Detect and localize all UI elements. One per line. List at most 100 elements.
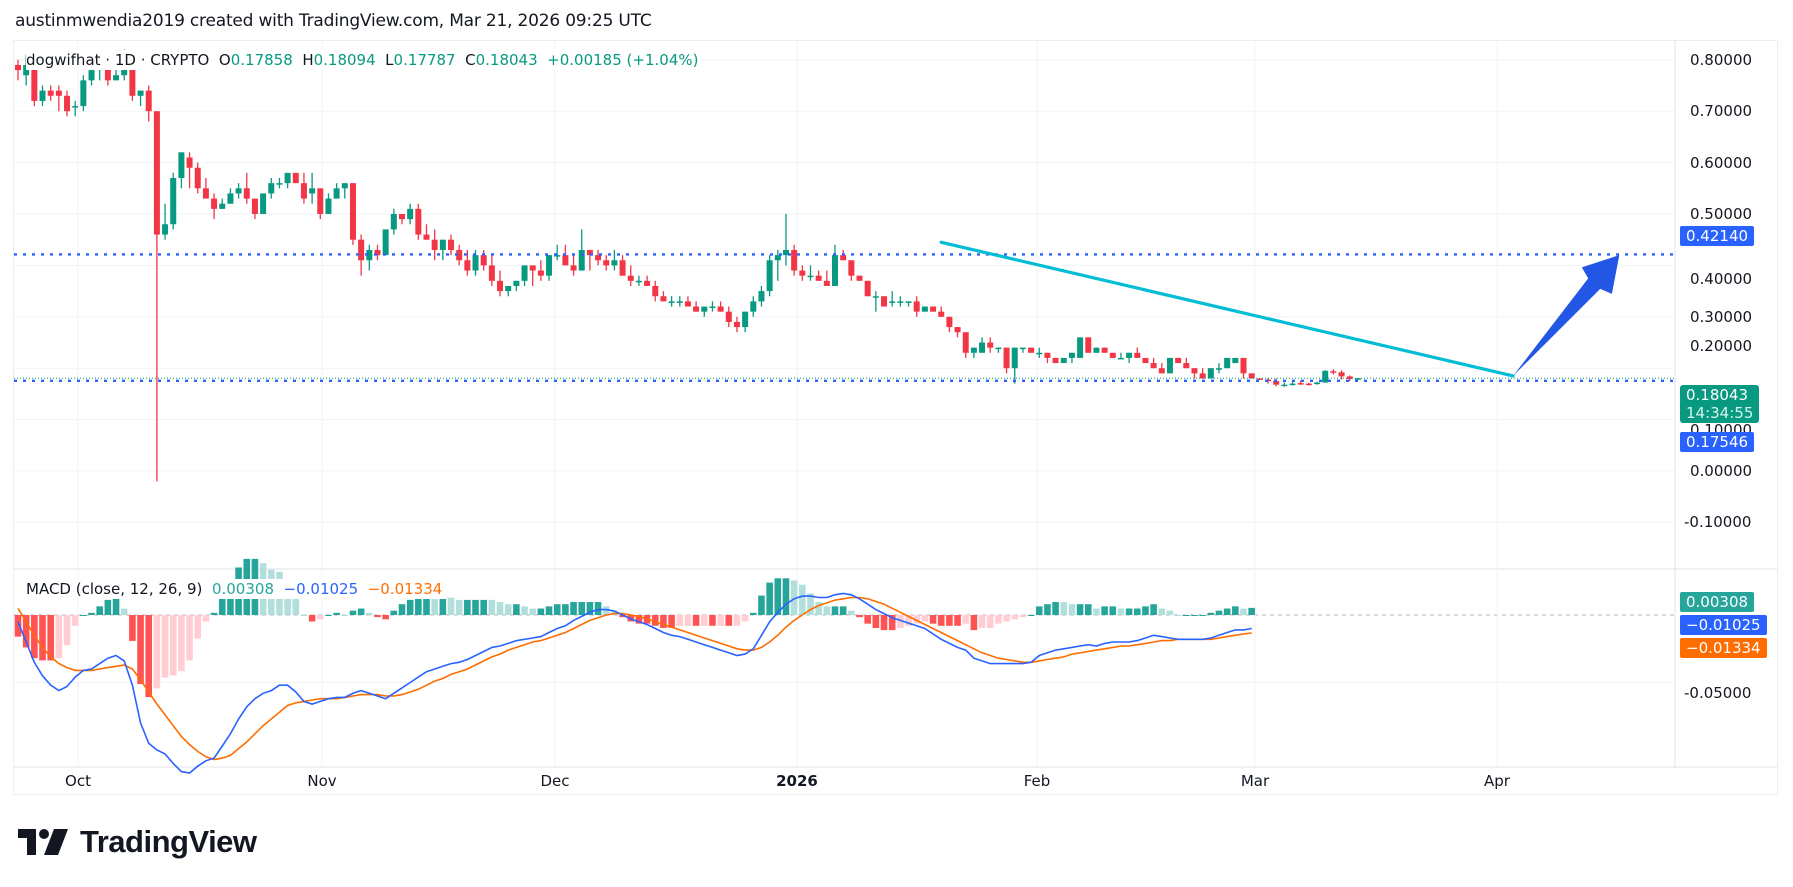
candle — [521, 265, 528, 286]
candle-body — [1068, 352, 1075, 358]
histogram-bar — [1158, 608, 1166, 615]
histogram-bar — [578, 602, 586, 615]
candle — [1142, 357, 1149, 364]
time-tick-label: Feb — [1023, 772, 1051, 790]
tradingview-logo[interactable]: TradingView — [18, 824, 257, 860]
histogram-bar — [455, 599, 463, 615]
candle-body — [881, 296, 888, 307]
histogram-bar — [366, 612, 373, 615]
candle — [243, 172, 250, 204]
histogram-bar — [872, 615, 880, 628]
histogram-bar — [55, 615, 63, 659]
histogram-bar — [447, 597, 455, 615]
histogram-bar — [750, 612, 757, 615]
candle — [1077, 337, 1084, 358]
candle-body — [684, 301, 691, 307]
histogram-bar — [758, 595, 765, 615]
histogram-bar — [799, 584, 806, 615]
histogram-bar — [218, 595, 226, 615]
candle-body — [1044, 352, 1051, 358]
candle-body — [358, 239, 365, 261]
candle-body — [480, 255, 487, 266]
time-tick-label: Apr — [1484, 772, 1510, 790]
candle-body — [317, 188, 324, 214]
change-value: +0.00185 (+1.04%) — [547, 51, 699, 69]
histogram-bar — [741, 615, 749, 622]
macd-hist-value: 0.00308 — [211, 580, 274, 598]
histogram-bar — [921, 615, 929, 622]
candle — [774, 249, 781, 281]
candle-body — [137, 90, 144, 96]
candle — [382, 229, 389, 256]
candle — [1150, 357, 1157, 369]
candle — [349, 183, 356, 245]
candle-body — [709, 306, 716, 309]
histogram-bar — [905, 615, 912, 626]
candle-body — [374, 249, 381, 256]
last-price: 0.18043 — [1686, 386, 1749, 404]
candle-body — [260, 193, 267, 214]
histogram-bar — [1166, 610, 1174, 615]
candle — [15, 59, 21, 81]
candle — [513, 280, 520, 292]
candle-body — [668, 301, 675, 303]
histogram-bar — [1183, 615, 1190, 616]
histogram-bar — [186, 615, 193, 661]
time-tick-label: Oct — [65, 772, 91, 790]
candle — [374, 244, 381, 261]
histogram-bar — [635, 615, 643, 624]
histogram-bar — [292, 597, 300, 615]
candle-body — [113, 75, 120, 81]
candle — [1093, 347, 1100, 353]
histogram-bar — [586, 602, 594, 615]
candle — [1215, 363, 1222, 374]
histogram-bar — [145, 615, 153, 698]
histogram-bar — [333, 612, 340, 615]
histogram-bar — [1232, 606, 1239, 615]
candle-body — [211, 198, 218, 209]
symbol-legend[interactable]: dogwifhat · 1D · CRYPTO O0.17858 H0.1809… — [26, 50, 703, 70]
histogram-bar — [521, 606, 528, 615]
candle — [799, 265, 806, 281]
macd-title[interactable]: MACD (close, 12, 26, 9) — [26, 580, 203, 598]
chart-frame — [13, 40, 1778, 795]
candle — [676, 296, 683, 307]
candle — [1101, 347, 1108, 353]
candle — [292, 172, 299, 184]
candle-body — [1101, 347, 1108, 353]
histogram-bar — [553, 604, 561, 615]
candle-body — [856, 275, 863, 281]
candle — [611, 249, 618, 271]
candle — [1289, 382, 1296, 386]
histogram-bar — [1142, 606, 1149, 615]
candle-body — [1077, 337, 1084, 358]
candle — [1191, 368, 1198, 379]
candle — [276, 178, 283, 189]
candle — [954, 327, 961, 338]
candle-body — [1011, 347, 1018, 369]
candle — [546, 255, 553, 281]
candle — [1265, 378, 1272, 384]
candle-body — [145, 90, 152, 112]
chart-caption: austinmwendia2019 created with TradingVi… — [15, 11, 652, 31]
candle — [782, 214, 789, 266]
candle — [1281, 382, 1288, 387]
macd-legend[interactable]: MACD (close, 12, 26, 9) 0.00308 −0.01025… — [26, 579, 447, 599]
candle — [64, 90, 71, 117]
candle-body — [987, 342, 994, 348]
histogram-bar — [341, 615, 349, 616]
histogram-bar — [14, 615, 22, 637]
candle — [202, 178, 209, 199]
macd-line-tag: −0.01025 — [1680, 615, 1767, 635]
candle-body — [644, 280, 651, 286]
candle-body — [832, 255, 838, 286]
symbol-name[interactable]: dogwifhat — [26, 51, 101, 69]
candle — [162, 203, 169, 240]
macd-signal-value: −0.01334 — [367, 580, 443, 598]
candle-body — [300, 183, 307, 199]
candle-body — [1003, 347, 1010, 369]
candle — [529, 265, 536, 286]
histogram-bar — [112, 597, 120, 615]
candle — [1322, 370, 1329, 383]
